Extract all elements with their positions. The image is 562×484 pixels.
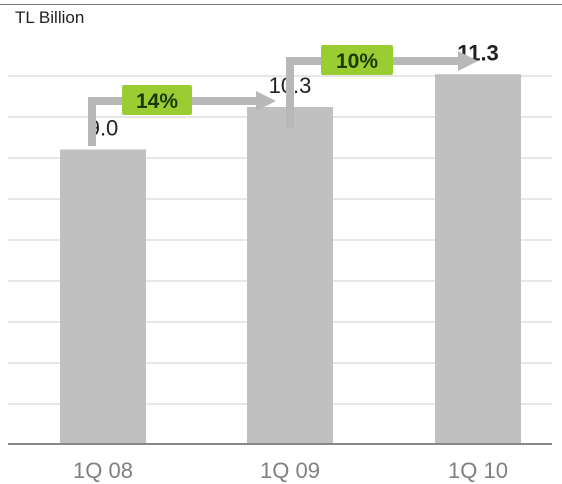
growth-arrow-head — [256, 91, 276, 111]
growth-arrow-line — [88, 97, 258, 146]
growth-badge — [122, 85, 192, 115]
growth-arrow-head — [458, 51, 478, 71]
category-label: 1Q 08 — [73, 458, 133, 483]
growth-arrow-line — [286, 57, 460, 128]
growth-badge-label: 10% — [336, 50, 378, 73]
growth-badge — [321, 45, 393, 75]
title-rule — [0, 4, 562, 5]
bar — [247, 106, 333, 444]
growth-badge-label: 14% — [136, 90, 178, 113]
category-label: 1Q 10 — [448, 458, 508, 483]
bar — [60, 149, 146, 444]
bar — [435, 74, 521, 444]
category-label: 1Q 09 — [260, 458, 320, 483]
unit-label: TL Billion — [15, 8, 85, 27]
